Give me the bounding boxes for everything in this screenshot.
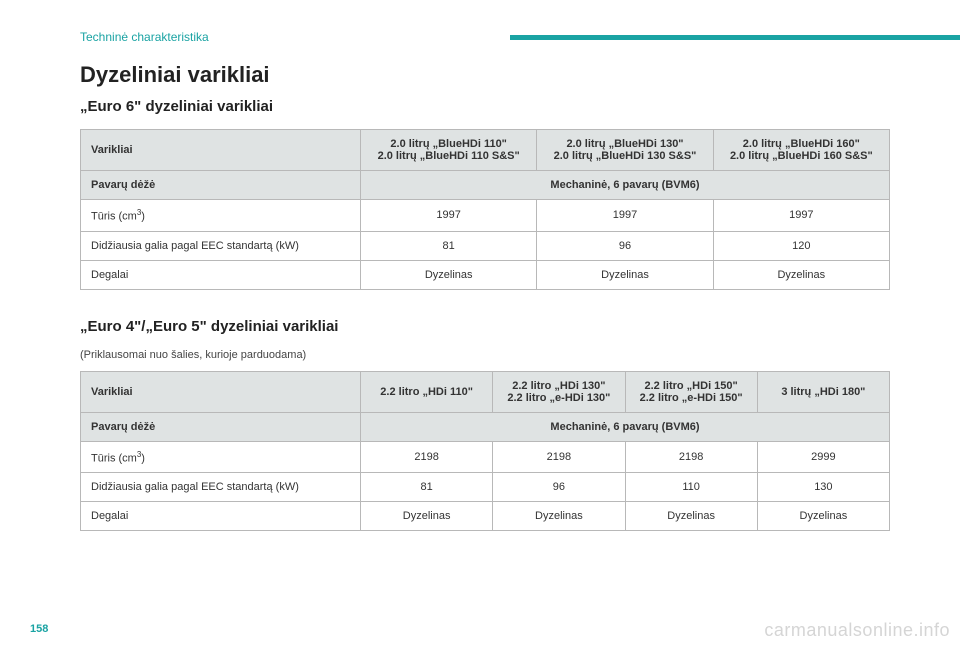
cell: 96	[537, 231, 713, 260]
page-number: 158	[30, 623, 48, 635]
euro45-hint: (Priklausomai nuo šalies, kurioje parduo…	[80, 349, 890, 361]
header-engine-2: 2.0 litrų „BlueHDi 130" 2.0 litrų „BlueH…	[537, 130, 713, 171]
table-row: Degalai Dyzelinas Dyzelinas Dyzelinas	[81, 260, 890, 289]
table-header-row: Varikliai 2.0 litrų „BlueHDi 110" 2.0 li…	[81, 130, 890, 171]
accent-bar	[510, 35, 960, 40]
header-engine-2: 2.2 litro „HDi 130" 2.2 litro „e-HDi 130…	[493, 371, 625, 412]
header-engines: Varikliai	[81, 371, 361, 412]
header-engine-3: 2.2 litro „HDi 150" 2.2 litro „e-HDi 150…	[625, 371, 757, 412]
cell: Dyzelinas	[625, 502, 757, 531]
header-text: 2.0 litrų „BlueHDi 130 S&S"	[554, 150, 697, 162]
cell: 110	[625, 473, 757, 502]
cell: 120	[713, 231, 889, 260]
table-row: Tūris (cm3) 2198 2198 2198 2999	[81, 441, 890, 473]
row-label: Didžiausia galia pagal EEC standartą (kW…	[81, 473, 361, 502]
text: Tūris (cm	[91, 452, 137, 464]
cell: 81	[361, 473, 493, 502]
row-label: Didžiausia galia pagal EEC standartą (kW…	[81, 231, 361, 260]
cell: 1997	[361, 200, 537, 232]
watermark: carmanualsonline.info	[764, 620, 950, 641]
gearbox-row: Pavarų dėžė Mechaninė, 6 pavarų (BVM6)	[81, 171, 890, 200]
header-engine-3: 2.0 litrų „BlueHDi 160" 2.0 litrų „BlueH…	[713, 130, 889, 171]
table-row: Tūris (cm3) 1997 1997 1997	[81, 200, 890, 232]
gearbox-value: Mechaninė, 6 pavarų (BVM6)	[361, 171, 890, 200]
header-text: 2.2 litro „HDi 130"	[512, 380, 605, 392]
header-engine-1: 2.2 litro „HDi 110"	[361, 371, 493, 412]
cell: Dyzelinas	[361, 502, 493, 531]
text: Tūris (cm	[91, 211, 137, 223]
gearbox-value: Mechaninė, 6 pavarų (BVM6)	[361, 412, 890, 441]
header-text: 2.2 litro „e-HDi 130"	[507, 392, 610, 404]
header-text: 2.0 litrų „BlueHDi 110 S&S"	[378, 150, 520, 162]
cell: Dyzelinas	[361, 260, 537, 289]
cell: 1997	[713, 200, 889, 232]
gearbox-label: Pavarų dėžė	[81, 171, 361, 200]
header-text: 2.2 litro „e-HDi 150"	[640, 392, 743, 404]
page: Techninė charakteristika Dyzeliniai vari…	[0, 0, 960, 649]
gearbox-row: Pavarų dėžė Mechaninė, 6 pavarų (BVM6)	[81, 412, 890, 441]
row-label: Tūris (cm3)	[81, 200, 361, 232]
row-label: Tūris (cm3)	[81, 441, 361, 473]
header-engine-1: 2.0 litrų „BlueHDi 110" 2.0 litrų „BlueH…	[361, 130, 537, 171]
header-text: 2.0 litrų „BlueHDi 110"	[390, 138, 506, 150]
table-row: Didžiausia galia pagal EEC standartą (kW…	[81, 231, 890, 260]
header-text: 2.2 litro „HDi 150"	[645, 380, 738, 392]
page-title: Dyzeliniai varikliai	[80, 62, 890, 88]
cell: Dyzelinas	[537, 260, 713, 289]
euro6-subtitle: „Euro 6" dyzeliniai varikliai	[80, 98, 890, 115]
table-row: Degalai Dyzelinas Dyzelinas Dyzelinas Dy…	[81, 502, 890, 531]
euro45-table: Varikliai 2.2 litro „HDi 110" 2.2 litro …	[80, 371, 890, 532]
cell: Dyzelinas	[757, 502, 889, 531]
cell: 2198	[493, 441, 625, 473]
table-header-row: Varikliai 2.2 litro „HDi 110" 2.2 litro …	[81, 371, 890, 412]
cell: 96	[493, 473, 625, 502]
header-text: 2.0 litrų „BlueHDi 130"	[566, 138, 683, 150]
cell: 2999	[757, 441, 889, 473]
cell: 1997	[537, 200, 713, 232]
header-engines: Varikliai	[81, 130, 361, 171]
cell: 81	[361, 231, 537, 260]
cell: Dyzelinas	[713, 260, 889, 289]
euro45-subtitle: „Euro 4"/„Euro 5" dyzeliniai varikliai	[80, 318, 890, 335]
cell: 130	[757, 473, 889, 502]
header-engine-4: 3 litrų „HDi 180"	[757, 371, 889, 412]
header-text: 2.0 litrų „BlueHDi 160"	[743, 138, 860, 150]
text: )	[141, 211, 145, 223]
header-text: 2.0 litrų „BlueHDi 160 S&S"	[730, 150, 873, 162]
cell: Dyzelinas	[493, 502, 625, 531]
euro6-table: Varikliai 2.0 litrų „BlueHDi 110" 2.0 li…	[80, 129, 890, 290]
text: )	[141, 452, 145, 464]
row-label: Degalai	[81, 260, 361, 289]
cell: 2198	[625, 441, 757, 473]
gearbox-label: Pavarų dėžė	[81, 412, 361, 441]
row-label: Degalai	[81, 502, 361, 531]
cell: 2198	[361, 441, 493, 473]
table-row: Didžiausia galia pagal EEC standartą (kW…	[81, 473, 890, 502]
